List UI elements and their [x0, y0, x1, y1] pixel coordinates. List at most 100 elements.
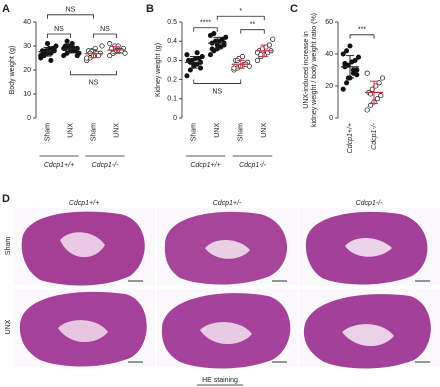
- data-point: [342, 61, 348, 67]
- significance-label: ****: [200, 20, 211, 27]
- bracket: [93, 33, 117, 38]
- y-tick-label: 40: [23, 19, 31, 26]
- data-point: [364, 70, 370, 76]
- data-point: [194, 50, 200, 56]
- data-point: [340, 51, 346, 57]
- data-point: [107, 41, 113, 47]
- data-point: [344, 48, 350, 54]
- significance-label: NS: [66, 7, 76, 14]
- significance-label: ***: [358, 27, 366, 34]
- x-tick-label: Cdcp1+/+: [347, 123, 354, 153]
- x-tick-label: UNX: [214, 123, 221, 138]
- y-tick-label: 0.5: [167, 19, 177, 26]
- data-point: [350, 67, 356, 73]
- bracket: [193, 79, 242, 84]
- data-point: [64, 38, 70, 44]
- data-point: [48, 57, 54, 63]
- kidney-hilum: [345, 237, 392, 257]
- bracket: [193, 27, 218, 32]
- data-point: [223, 34, 229, 40]
- x-tick-label: Cdcp1-/-: [371, 122, 378, 150]
- y-tick-label: 40: [325, 51, 333, 58]
- data-point: [211, 30, 217, 37]
- x-tick-label: Sham: [238, 123, 245, 141]
- y-axis-label: Kidney weight (g): [155, 43, 162, 97]
- x-tick-label: UNX: [261, 123, 268, 138]
- data-point: [38, 53, 44, 59]
- bracket: [70, 70, 117, 76]
- y-tick-label: 0.3: [167, 57, 177, 64]
- kidney-hilum: [200, 322, 252, 345]
- kidney-hilum: [342, 324, 394, 347]
- group-label: Cdcp1+/+: [44, 162, 74, 169]
- data-point: [199, 54, 205, 60]
- data-point: [270, 36, 276, 42]
- data-point: [74, 53, 80, 59]
- y-tick-label: 30: [23, 43, 31, 50]
- y-tick-label: 0.4: [167, 38, 177, 45]
- significance-label: NS: [89, 80, 99, 87]
- data-point: [379, 75, 386, 81]
- panel-label: A: [2, 3, 10, 15]
- y-tick-label: 0.2: [167, 76, 177, 83]
- bracket: [47, 14, 94, 19]
- y-tick-label: 0: [329, 115, 333, 122]
- bracket: [47, 33, 71, 38]
- x-tick-label: UNX: [113, 123, 120, 138]
- data-point: [61, 53, 67, 59]
- y-axis-label: UNX-induced increase in: [303, 31, 310, 109]
- panel-label: C: [290, 3, 298, 15]
- panel-label: B: [146, 3, 154, 15]
- group-label: Cdcp1-/-: [239, 162, 267, 169]
- y-tick-label: 60: [325, 19, 333, 26]
- panel-label: D: [2, 193, 10, 205]
- data-point: [44, 41, 51, 47]
- y-tick-label: 20: [23, 67, 31, 74]
- y-tick-label: 0: [173, 115, 177, 122]
- significance-label: NS: [100, 26, 110, 33]
- row-header: UNX: [5, 319, 12, 334]
- column-header: Cdcp1+/-: [213, 200, 242, 207]
- group-label: Cdcp1+/+: [190, 162, 220, 169]
- data-point: [354, 72, 360, 78]
- data-point: [374, 96, 380, 102]
- data-point: [347, 43, 353, 49]
- bracket: [216, 15, 265, 21]
- column-header: Cdcp1+/+: [69, 200, 99, 207]
- column-header: Cdcp1-/-: [356, 200, 384, 207]
- data-point: [62, 45, 68, 51]
- data-point: [254, 57, 261, 63]
- y-tick-label: 0.1: [167, 96, 177, 103]
- kidney-hilum: [60, 232, 105, 258]
- data-point: [184, 52, 190, 58]
- significance-label: **: [250, 22, 256, 29]
- x-tick-label: UNX: [67, 123, 74, 138]
- x-tick-label: Sham: [90, 123, 97, 141]
- x-tick-label: Sham: [191, 123, 198, 141]
- y-tick-label: 0: [27, 115, 31, 122]
- data-point: [364, 107, 370, 113]
- data-point: [99, 43, 105, 49]
- data-point: [207, 52, 214, 58]
- data-point: [352, 57, 358, 63]
- y-axis-label: kidney weight / body weight ratio (%): [311, 13, 318, 127]
- data-point: [184, 73, 190, 79]
- data-point: [340, 86, 346, 92]
- data-point: [107, 53, 113, 59]
- kidney-hilum: [205, 239, 250, 259]
- kidney-hilum: [58, 320, 108, 343]
- y-tick-label: 20: [325, 83, 333, 90]
- data-point: [355, 54, 362, 60]
- y-tick-label: 10: [23, 91, 31, 98]
- row-header: Sham: [5, 237, 12, 255]
- group-label: Cdcp1-/-: [92, 162, 120, 169]
- bracket: [240, 29, 265, 34]
- caption: HE staining: [202, 377, 238, 384]
- data-point: [344, 80, 350, 86]
- significance-label: *: [239, 8, 242, 15]
- data-point: [376, 80, 382, 86]
- x-tick-label: Sham: [44, 123, 51, 141]
- y-axis-label: Body weight (g): [9, 46, 16, 95]
- significance-label: NS: [212, 88, 222, 95]
